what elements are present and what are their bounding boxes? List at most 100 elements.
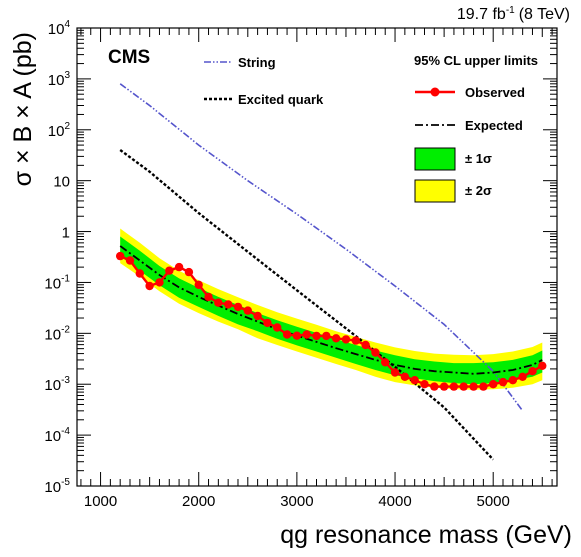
observed-point [322, 331, 331, 341]
legend-observed-marker [430, 87, 440, 97]
y-tick-base: 10 [44, 275, 61, 292]
observed-points [116, 251, 547, 391]
observed-point [243, 306, 252, 315]
y-tick-label: 10-4 [44, 426, 70, 445]
y-tick-base: 10 [48, 123, 65, 140]
luminosity-label: 19.7 fb-1 (8 TeV) [457, 5, 570, 23]
legend-title: 95% CL upper limits [414, 53, 538, 68]
x-tick-label: 5000 [477, 493, 510, 510]
y-tick-exponent: 4 [64, 19, 70, 30]
y-tick-label: 103 [48, 70, 71, 89]
x-axis-label: qg resonance mass (GeV) [280, 521, 572, 549]
x-tick-label: 1000 [84, 493, 117, 510]
y-tick-label: 10-2 [44, 324, 70, 343]
observed-point [439, 382, 449, 391]
y-tick-base: 10 [44, 377, 61, 394]
legend-expected-label: Expected [465, 118, 523, 133]
legend-one-sigma-label: ± 1σ [465, 151, 492, 166]
observed-point [410, 376, 419, 385]
legend-one-sigma-swatch [414, 147, 456, 171]
cms-label: CMS [108, 47, 150, 68]
observed-point [125, 256, 135, 265]
observed-point [312, 331, 321, 341]
observed-point [351, 336, 360, 345]
observed-point [224, 300, 233, 309]
y-tick-base: 10 [44, 479, 61, 496]
y-tick-label: 10-5 [44, 477, 70, 496]
observed-point [479, 382, 488, 391]
y-tick-base: 10 [44, 428, 61, 445]
legend-excited-quark-label: Excited quark [238, 92, 324, 107]
observed-point [194, 280, 203, 289]
observed-point [292, 331, 302, 340]
observed-point [498, 377, 508, 387]
observed-point [381, 358, 390, 367]
y-tick-exponent: 3 [64, 70, 70, 81]
axis-tick-labels: 1000 2000 3000 4000 500010-510-410-310-210-1… [44, 19, 509, 510]
y-tick-label: 10 [53, 174, 70, 191]
x-tick-label: 2000 [182, 493, 215, 510]
observed-point [165, 266, 174, 275]
y-tick-exponent: -1 [61, 273, 70, 284]
observed-point [204, 292, 213, 302]
y-axis-label: σ × B × A (pb) [9, 32, 37, 186]
string-curve [119, 83, 524, 412]
legend-observed-label: Observed [465, 85, 525, 100]
observed-point [420, 380, 429, 389]
lumi-unit-exponent: -1 [506, 5, 515, 16]
observed-point [400, 372, 410, 381]
observed-point [135, 269, 144, 278]
observed-point [155, 278, 164, 287]
observed-point [184, 267, 194, 277]
observed-point [263, 318, 272, 328]
observed-point [174, 262, 184, 272]
sigma-bands [120, 228, 543, 390]
y-tick-label: 10-3 [44, 375, 70, 394]
observed-point [459, 382, 468, 391]
y-tick-label: 104 [48, 19, 71, 38]
y-tick-label: 102 [48, 121, 71, 140]
observed-point [469, 382, 478, 391]
legend-two-sigma-label: ± 2σ [465, 183, 492, 198]
y-tick-exponent: -5 [61, 477, 70, 488]
observed-point [361, 340, 370, 350]
y-tick-base: 10 [48, 21, 65, 38]
one-sigma-band [120, 236, 543, 385]
observed-point [508, 376, 517, 385]
y-tick-base: 1 [62, 225, 70, 242]
observed-point [449, 382, 459, 391]
observed-point [282, 330, 292, 339]
y-tick-exponent: -4 [61, 426, 70, 437]
observed-point [538, 361, 547, 370]
observed-point [430, 382, 439, 391]
observed-point [518, 372, 527, 381]
y-tick-base: 10 [44, 326, 61, 343]
observed-point [116, 251, 125, 261]
y-tick-base: 10 [53, 174, 70, 191]
y-tick-exponent: 2 [64, 121, 70, 132]
legend-two-sigma-swatch [414, 179, 456, 203]
observed-point [302, 330, 311, 339]
observed-point [390, 368, 400, 377]
observed-point [273, 323, 282, 332]
y-tick-label: 1 [62, 225, 70, 242]
x-tick-label: 3000 [280, 493, 313, 510]
lumi-energy: (8 TeV) [519, 6, 570, 23]
y-tick-base: 10 [48, 72, 65, 89]
axis-ticks [77, 27, 557, 487]
y-tick-exponent: -2 [61, 324, 70, 335]
observed-point [214, 298, 223, 307]
excited-quark-curve [119, 149, 495, 461]
y-tick-label: 10-1 [44, 273, 70, 292]
observed-point [233, 302, 243, 312]
observed-point [331, 334, 341, 343]
legend-string-label: String [238, 55, 276, 70]
observed-point [145, 281, 154, 291]
observed-point [253, 311, 262, 321]
observed-point [341, 335, 351, 344]
legend: String Excited quark 95% CL upper limits… [204, 53, 538, 203]
expected-limit-line [119, 245, 543, 375]
observed-point [528, 367, 537, 376]
